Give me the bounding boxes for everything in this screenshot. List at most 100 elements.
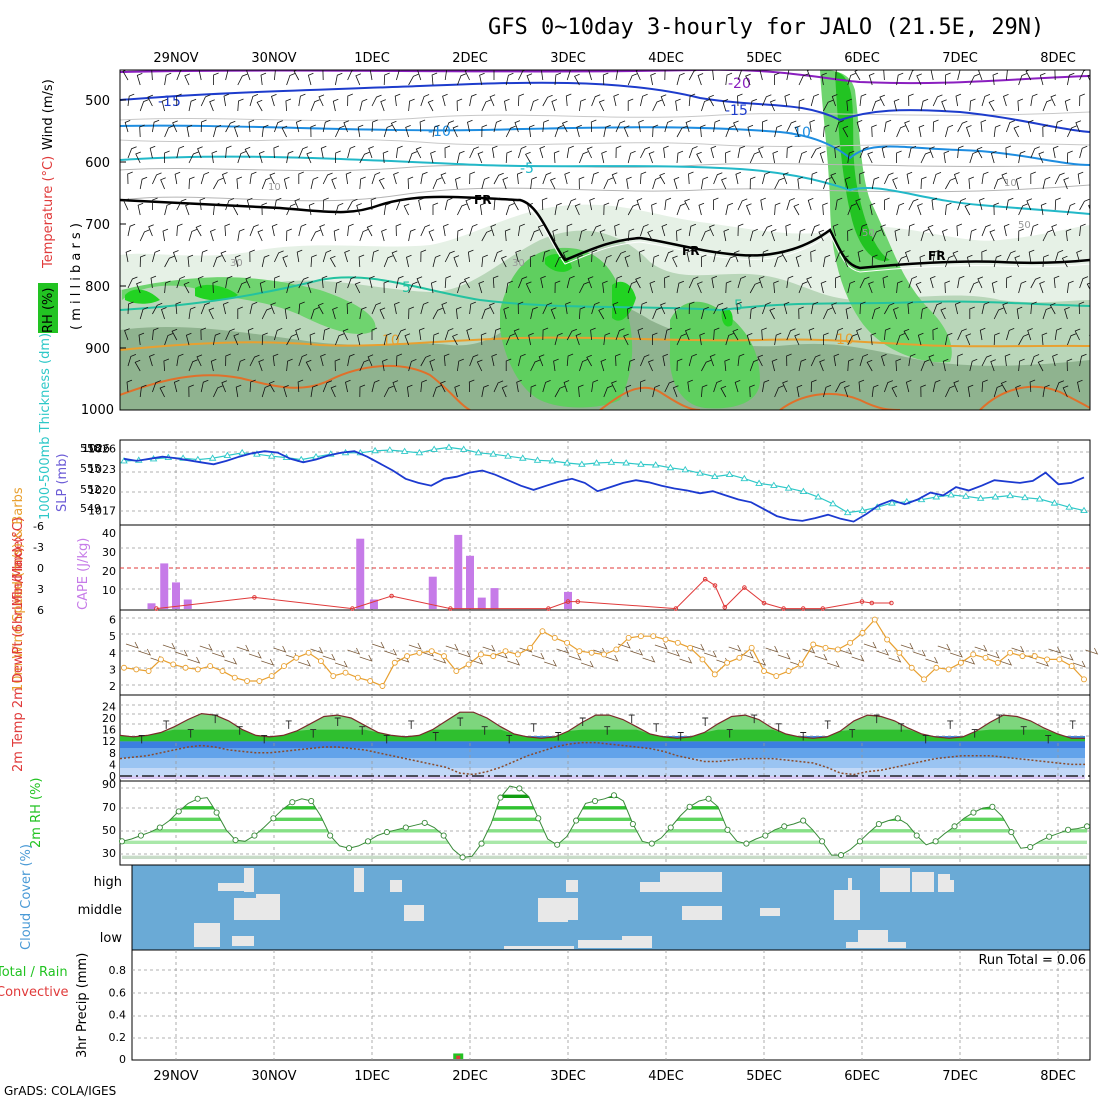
wind-barb	[268, 380, 275, 393]
wind-barb	[859, 301, 866, 315]
wind-barb	[807, 198, 814, 211]
wind-barb	[664, 250, 674, 263]
wind-barb	[577, 254, 583, 268]
wind-barb	[518, 276, 528, 289]
wind-barb	[749, 359, 759, 372]
wind-barb	[762, 224, 773, 237]
wind-barb	[526, 73, 533, 86]
wind-barb	[481, 254, 488, 268]
wind-barb	[627, 306, 633, 320]
wind-barb	[748, 254, 754, 268]
wind-barb	[249, 94, 259, 107]
wind-barb	[531, 652, 545, 660]
rh-point	[894, 815, 901, 822]
wind-barb	[725, 280, 732, 294]
wind-barb	[309, 332, 316, 346]
wind-barb	[846, 98, 852, 112]
data-point	[223, 451, 232, 458]
wind-barb	[432, 124, 440, 138]
wind-barb	[455, 306, 462, 320]
wind-barb	[1067, 72, 1075, 86]
wind-barb	[810, 171, 818, 185]
wind-barb	[525, 281, 532, 294]
data-point	[799, 487, 808, 495]
wind-barb	[713, 302, 724, 315]
wind-barb	[1092, 177, 1098, 189]
wind-barb	[1086, 282, 1090, 291]
data-point	[797, 661, 804, 668]
wind-barb	[261, 177, 271, 190]
wind-barb	[1064, 307, 1070, 320]
wind-barb	[1052, 353, 1058, 367]
wind-barb	[504, 228, 511, 242]
wind-barb	[139, 307, 149, 320]
wind-barb	[566, 275, 575, 289]
y-tick-label: 900	[85, 342, 110, 357]
data-point	[770, 481, 778, 488]
wind-barb	[187, 254, 194, 268]
wind-barb	[1037, 359, 1044, 372]
wind-barb	[882, 275, 889, 289]
wind-barb	[540, 70, 544, 81]
wind-barb	[777, 652, 791, 660]
cloud-level-label: low	[100, 931, 123, 946]
wind-barb	[1079, 276, 1089, 289]
wind-tick-label: 5	[109, 630, 116, 643]
rh-point	[837, 852, 845, 859]
wind-barb	[200, 327, 207, 341]
contour-label: -5	[520, 161, 534, 177]
rh-point	[1046, 833, 1053, 840]
thickness-line	[123, 446, 1085, 514]
wind-barb	[955, 93, 962, 107]
wind-barb	[136, 281, 142, 294]
wind-barb	[310, 176, 319, 190]
data-point	[182, 664, 189, 671]
wind-barb	[469, 224, 478, 237]
wind-barb	[150, 275, 157, 289]
wind-barb	[420, 94, 430, 107]
wind-barb	[627, 73, 638, 86]
data-point	[564, 639, 571, 646]
rh-point	[251, 832, 258, 839]
rh-point	[667, 824, 674, 831]
wind-barb	[432, 177, 443, 190]
wind-barb	[932, 327, 939, 341]
wind-barb	[785, 223, 791, 237]
wind-barb	[1006, 120, 1015, 133]
wind-barb	[774, 124, 782, 138]
slp-tick-label: 1017	[88, 505, 116, 518]
wind-barb	[797, 176, 803, 190]
wind-barb	[530, 306, 538, 320]
wind-barb	[359, 176, 366, 190]
wind-barb	[1054, 172, 1065, 185]
wind-barb	[896, 255, 907, 268]
lifted-index-line	[156, 578, 892, 610]
wind-barb	[725, 333, 734, 346]
wind-barb	[382, 150, 389, 164]
wind-barb	[1042, 124, 1048, 138]
wind-barb	[489, 94, 496, 107]
wind-barb	[274, 328, 283, 341]
rh-point	[856, 838, 863, 845]
wind-barb	[379, 307, 386, 320]
wind-barb	[188, 359, 198, 372]
wind-barb	[615, 328, 625, 341]
wind-barb	[213, 332, 221, 346]
data-point	[755, 479, 763, 486]
wind-barb	[969, 98, 976, 112]
pressure-ticks	[120, 99, 126, 411]
wind-barb	[615, 145, 622, 159]
thickness-axis: 558 555 552 549	[80, 442, 101, 515]
wind-barb	[525, 151, 531, 164]
wind-barb	[139, 176, 148, 190]
rh-tick-label: 70	[102, 801, 116, 814]
wind-barb	[1017, 98, 1024, 112]
wind-barb	[774, 202, 781, 216]
wind-barb	[740, 651, 754, 659]
wind-barb	[798, 228, 806, 242]
wind-barb	[271, 223, 278, 237]
wind-barb	[617, 641, 631, 649]
wind-barb	[568, 653, 582, 661]
wind-barb	[674, 306, 681, 320]
temp-tick-label: 24	[102, 700, 116, 713]
